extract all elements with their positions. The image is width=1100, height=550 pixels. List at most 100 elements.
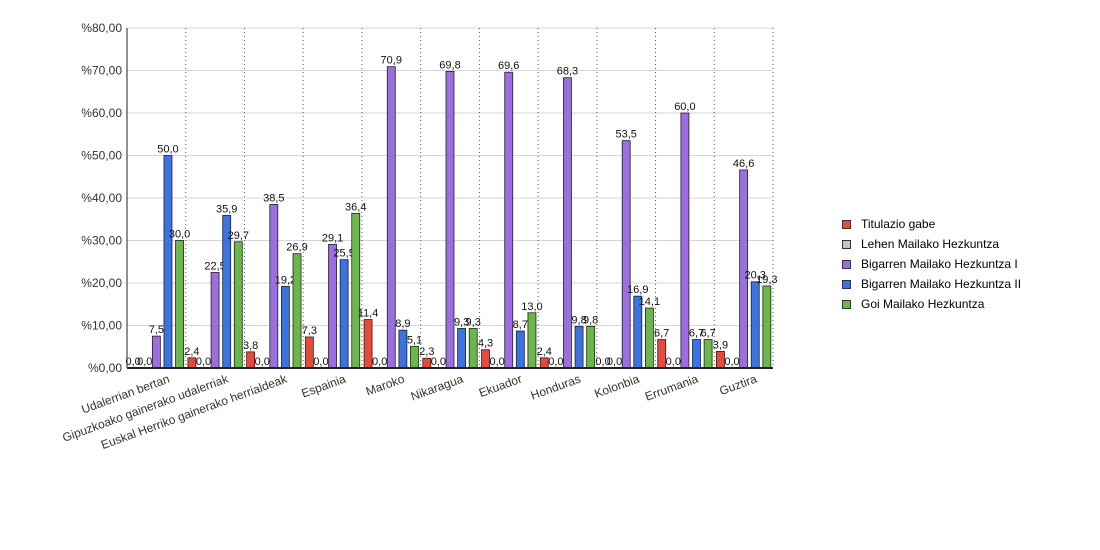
data-label: 3,9 <box>713 339 728 351</box>
bar <box>468 328 478 369</box>
data-label: 0,0 <box>548 356 563 368</box>
data-label: 2,4 <box>184 346 199 358</box>
bar <box>527 312 537 369</box>
data-label: 30,0 <box>169 229 190 241</box>
bar <box>246 351 256 369</box>
y-tick-label: %10,00 <box>81 319 122 333</box>
data-label: 69,6 <box>498 60 519 72</box>
data-label: 9,3 <box>454 316 469 328</box>
legend-label: Titulazio gabe <box>861 217 936 231</box>
data-label: 36,4 <box>345 201 366 213</box>
legend-label: Goi Mailako Hezkuntza <box>861 297 985 311</box>
legend-swatch <box>842 259 851 269</box>
bar <box>680 112 690 369</box>
bar <box>457 328 467 369</box>
x-tick-label: Errumania <box>643 372 700 404</box>
legend-swatch <box>842 279 851 289</box>
bar <box>210 271 220 369</box>
data-label: 46,6 <box>733 158 754 170</box>
data-label: 6,7 <box>700 328 715 340</box>
data-label: 9,8 <box>583 314 598 326</box>
legend-item: Bigarren Mailako Hezkuntza II <box>842 274 1021 294</box>
bar <box>762 285 772 369</box>
data-label: 8,9 <box>395 318 410 330</box>
data-label: 0,0 <box>255 356 270 368</box>
data-label: 29,1 <box>322 232 343 244</box>
bar <box>692 339 701 369</box>
data-label: 2,3 <box>419 346 434 358</box>
bar <box>703 339 713 369</box>
bar <box>563 77 572 369</box>
data-label: 13,0 <box>521 301 542 313</box>
bar <box>716 351 725 369</box>
bar <box>657 339 667 369</box>
data-label: 0,0 <box>196 356 211 368</box>
y-tick-label: %20,00 <box>81 276 122 290</box>
legend-label: Bigarren Mailako Hezkuntza I <box>861 257 1018 271</box>
bar <box>504 71 514 369</box>
bar <box>445 70 455 369</box>
data-label: 0,0 <box>126 356 141 368</box>
data-label: 0,0 <box>137 356 152 368</box>
data-label: 38,5 <box>263 192 284 204</box>
data-label: 0,0 <box>595 356 610 368</box>
bar <box>292 253 302 369</box>
bar <box>410 345 419 369</box>
y-tick-label: %50,00 <box>81 149 122 163</box>
data-label: 0,0 <box>666 356 681 368</box>
bar <box>151 335 161 369</box>
data-label: 26,9 <box>286 242 307 254</box>
data-label: 0,0 <box>431 356 446 368</box>
legend-swatch <box>842 239 851 249</box>
y-tick-label: %40,00 <box>81 191 122 205</box>
x-tick-label: Kolonbia <box>593 372 642 401</box>
data-label: 6,7 <box>654 328 669 340</box>
data-label: 19,2 <box>275 274 296 286</box>
data-label: 5,1 <box>407 334 422 346</box>
bar <box>750 281 760 369</box>
data-label: 6,7 <box>689 328 704 340</box>
bar <box>386 66 396 369</box>
data-label: 0,0 <box>724 356 739 368</box>
x-tick-label: Honduras <box>529 372 583 403</box>
data-label: 22,5 <box>204 260 225 272</box>
legend-item: Goi Mailako Hezkuntza <box>842 294 1021 314</box>
data-label: 14,1 <box>639 296 660 308</box>
y-tick-label: %80,00 <box>81 21 122 35</box>
bar <box>328 243 337 369</box>
data-label: 70,9 <box>381 55 402 67</box>
x-tick-label: Ekuador <box>477 372 524 400</box>
legend-swatch <box>842 299 851 309</box>
y-tick-label: %60,00 <box>81 106 122 120</box>
data-label: 0,0 <box>607 356 622 368</box>
y-tick-label: %0,00 <box>88 361 122 375</box>
x-tick-label: Espainia <box>300 372 348 401</box>
data-label: 0,0 <box>313 356 328 368</box>
bar <box>644 307 654 369</box>
data-label: 50,0 <box>157 144 178 156</box>
bar <box>586 325 596 369</box>
bar <box>281 285 290 369</box>
x-tick-label: Maroko <box>364 372 407 399</box>
bar <box>304 336 314 369</box>
data-label: 20,3 <box>745 270 766 282</box>
legend-item: Titulazio gabe <box>842 214 1021 234</box>
data-label: 69,8 <box>439 59 460 71</box>
data-label: 11,4 <box>358 308 379 320</box>
data-label: 9,8 <box>571 314 586 326</box>
bar <box>175 240 184 369</box>
bar <box>481 349 490 369</box>
data-label: 7,3 <box>302 325 317 337</box>
y-tick-label: %70,00 <box>81 64 122 78</box>
data-label: 2,4 <box>537 346 552 358</box>
data-label: 0,0 <box>372 356 387 368</box>
data-label: 3,8 <box>243 340 258 352</box>
data-label: 29,7 <box>228 230 249 242</box>
x-tick-label: Nikaragua <box>409 372 465 404</box>
data-label: 53,5 <box>615 129 636 141</box>
data-label: 16,9 <box>627 284 648 296</box>
data-label: 19,3 <box>756 274 777 286</box>
bar <box>574 325 584 369</box>
data-label: 68,3 <box>557 66 578 78</box>
